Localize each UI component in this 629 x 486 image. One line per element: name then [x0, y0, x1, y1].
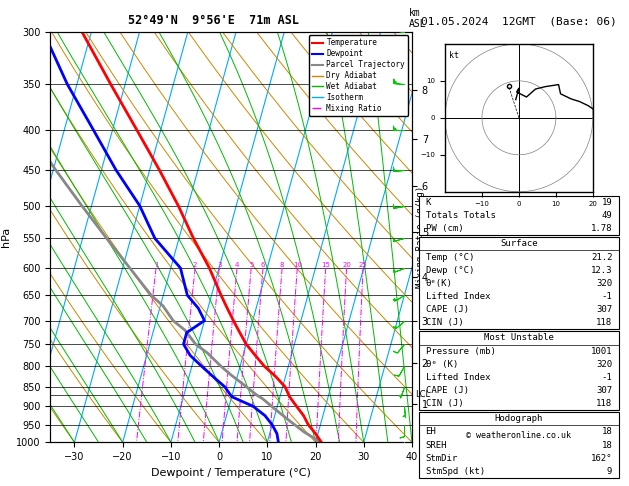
Text: 49: 49	[601, 211, 613, 220]
Bar	[420, 331, 618, 410]
Text: Totals Totals: Totals Totals	[426, 211, 496, 220]
Text: 6: 6	[261, 262, 265, 268]
Text: -1: -1	[601, 292, 613, 301]
Text: PW (cm): PW (cm)	[426, 224, 463, 233]
Text: 118: 118	[596, 318, 613, 327]
Text: km
ASL: km ASL	[409, 8, 426, 29]
Text: 118: 118	[596, 399, 613, 408]
Text: 12.3: 12.3	[591, 266, 613, 275]
Text: 18: 18	[601, 428, 613, 436]
Text: 01.05.2024  12GMT  (Base: 06): 01.05.2024 12GMT (Base: 06)	[421, 17, 617, 27]
Text: 307: 307	[596, 305, 613, 314]
Text: 21.2: 21.2	[591, 253, 613, 261]
Text: -1: -1	[601, 373, 613, 382]
Text: 2: 2	[193, 262, 198, 268]
Text: LCL: LCL	[416, 390, 431, 399]
Text: 307: 307	[596, 386, 613, 395]
Text: 3: 3	[217, 262, 221, 268]
Text: 9: 9	[607, 467, 613, 476]
Text: CIN (J): CIN (J)	[426, 399, 463, 408]
Text: StmDir: StmDir	[426, 454, 458, 463]
Text: 4: 4	[235, 262, 239, 268]
Text: kt: kt	[450, 52, 459, 60]
Text: 52°49'N  9°56'E  71m ASL: 52°49'N 9°56'E 71m ASL	[128, 14, 299, 27]
Text: Mixing Ratio (g/kg): Mixing Ratio (g/kg)	[416, 186, 425, 288]
Text: Lifted Index: Lifted Index	[426, 373, 490, 382]
Text: CAPE (J): CAPE (J)	[426, 305, 469, 314]
Text: Hodograph: Hodograph	[495, 415, 543, 423]
Bar	[420, 412, 618, 478]
Text: StmSpd (kt): StmSpd (kt)	[426, 467, 484, 476]
Bar	[420, 237, 618, 330]
Text: 15: 15	[321, 262, 330, 268]
Text: Lifted Index: Lifted Index	[426, 292, 490, 301]
Text: Most Unstable: Most Unstable	[484, 333, 554, 343]
Text: 162°: 162°	[591, 454, 613, 463]
Text: θᵉ (K): θᵉ (K)	[426, 360, 458, 369]
X-axis label: Dewpoint / Temperature (°C): Dewpoint / Temperature (°C)	[151, 468, 311, 478]
Text: EH: EH	[426, 428, 437, 436]
Text: Dewp (°C): Dewp (°C)	[426, 266, 474, 275]
Bar	[420, 196, 618, 235]
Text: 5: 5	[249, 262, 253, 268]
Text: Temp (°C): Temp (°C)	[426, 253, 474, 261]
Text: 1: 1	[154, 262, 159, 268]
Text: Surface: Surface	[500, 240, 538, 248]
Text: 10: 10	[292, 262, 302, 268]
Text: SREH: SREH	[426, 441, 447, 450]
Text: 8: 8	[280, 262, 284, 268]
Text: 19: 19	[601, 198, 613, 207]
Text: K: K	[426, 198, 431, 207]
Text: 1001: 1001	[591, 347, 613, 356]
Text: 18: 18	[601, 441, 613, 450]
Text: 320: 320	[596, 279, 613, 288]
Text: CAPE (J): CAPE (J)	[426, 386, 469, 395]
Text: 320: 320	[596, 360, 613, 369]
Legend: Temperature, Dewpoint, Parcel Trajectory, Dry Adiabat, Wet Adiabat, Isotherm, Mi: Temperature, Dewpoint, Parcel Trajectory…	[309, 35, 408, 116]
Text: 1.78: 1.78	[591, 224, 613, 233]
Text: 20: 20	[342, 262, 351, 268]
Y-axis label: hPa: hPa	[1, 227, 11, 247]
Text: Pressure (mb): Pressure (mb)	[426, 347, 496, 356]
Text: © weatheronline.co.uk: © weatheronline.co.uk	[467, 431, 571, 440]
Text: CIN (J): CIN (J)	[426, 318, 463, 327]
Text: θᵉ(K): θᵉ(K)	[426, 279, 452, 288]
Text: 25: 25	[359, 262, 367, 268]
